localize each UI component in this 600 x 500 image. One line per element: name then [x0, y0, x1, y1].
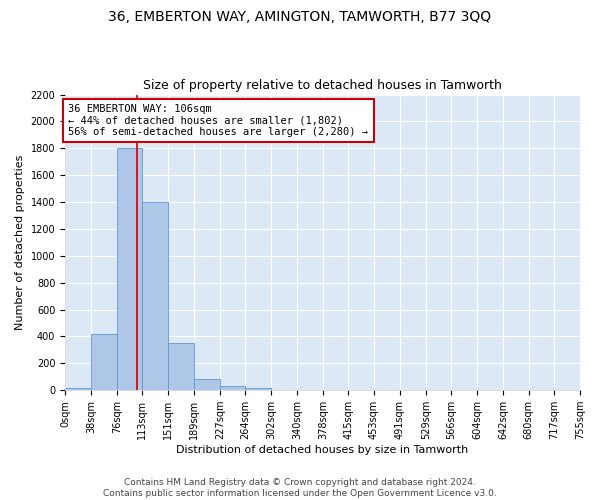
Title: Size of property relative to detached houses in Tamworth: Size of property relative to detached ho…: [143, 79, 502, 92]
Bar: [220, 386, 245, 390]
X-axis label: Distribution of detached houses by size in Tamworth: Distribution of detached houses by size …: [176, 445, 469, 455]
Text: 36 EMBERTON WAY: 106sqm
← 44% of detached houses are smaller (1,802)
56% of semi: 36 EMBERTON WAY: 106sqm ← 44% of detache…: [68, 104, 368, 137]
Bar: [65, 388, 91, 390]
Y-axis label: Number of detached properties: Number of detached properties: [15, 154, 25, 330]
Text: Contains HM Land Registry data © Crown copyright and database right 2024.
Contai: Contains HM Land Registry data © Crown c…: [103, 478, 497, 498]
Bar: [117, 148, 142, 390]
Bar: [142, 202, 168, 390]
Bar: [194, 380, 220, 390]
Bar: [168, 343, 194, 390]
Bar: [91, 334, 117, 390]
Text: 36, EMBERTON WAY, AMINGTON, TAMWORTH, B77 3QQ: 36, EMBERTON WAY, AMINGTON, TAMWORTH, B7…: [109, 10, 491, 24]
Bar: [245, 388, 271, 390]
